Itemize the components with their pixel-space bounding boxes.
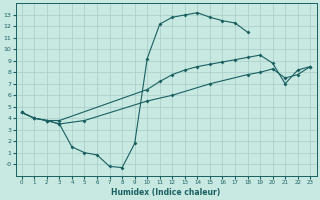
- X-axis label: Humidex (Indice chaleur): Humidex (Indice chaleur): [111, 188, 221, 197]
